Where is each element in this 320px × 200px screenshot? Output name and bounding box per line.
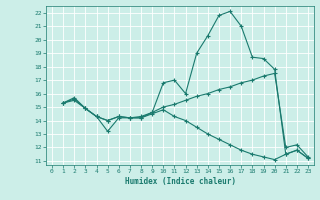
X-axis label: Humidex (Indice chaleur): Humidex (Indice chaleur) — [124, 177, 236, 186]
